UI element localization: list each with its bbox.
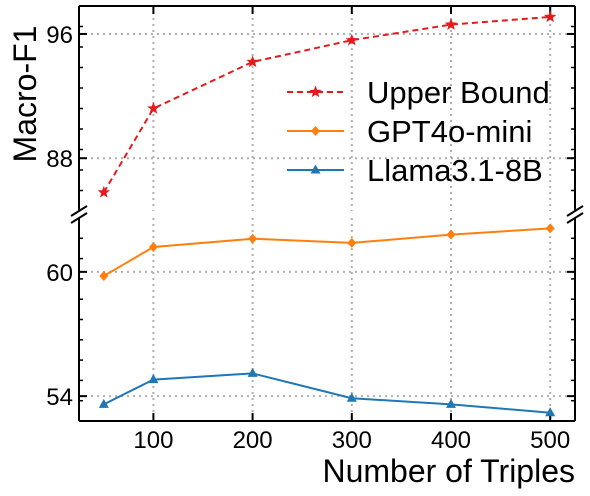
data-point bbox=[248, 233, 258, 244]
legend-marker bbox=[309, 85, 322, 98]
data-point bbox=[446, 229, 456, 240]
legend-label: Llama3.1-8B bbox=[367, 153, 543, 188]
upper-panel: 88 96 bbox=[46, 5, 576, 211]
data-point bbox=[346, 392, 357, 402]
x-tick-label: 300 bbox=[332, 427, 372, 454]
series-line bbox=[102, 15, 551, 193]
legend-entry: GPT4o-mini bbox=[287, 114, 532, 149]
series-llama3-1-8b bbox=[98, 367, 556, 417]
y-tick-label: 96 bbox=[46, 22, 73, 49]
x-tick-label: 200 bbox=[233, 427, 273, 454]
lower-panel: 54 60 bbox=[46, 218, 576, 422]
x-axis-ticks: 100 200 300 400 500 bbox=[133, 427, 570, 454]
y-axis-label: Macro-F1 bbox=[7, 26, 43, 163]
series-gpt4o-mini bbox=[99, 223, 555, 281]
legend: Upper Bound GPT4o-mini Llama3.1-8B bbox=[287, 75, 550, 188]
series-line bbox=[103, 227, 551, 277]
data-point bbox=[544, 10, 557, 23]
axis-break-mark bbox=[70, 212, 88, 224]
data-point bbox=[148, 242, 158, 252]
axis-break-mark bbox=[566, 205, 584, 217]
data-point bbox=[98, 398, 109, 408]
x-tick-label: 100 bbox=[133, 427, 173, 454]
x-tick-label: 500 bbox=[530, 427, 570, 454]
axis-break-marks bbox=[70, 205, 584, 224]
x-axis-label: Number of Triples bbox=[322, 453, 575, 489]
legend-label: Upper Bound bbox=[367, 75, 550, 110]
y-tick-label: 54 bbox=[46, 384, 73, 411]
data-point bbox=[347, 237, 357, 248]
data-point bbox=[247, 367, 258, 377]
legend-entry: Llama3.1-8B bbox=[287, 153, 543, 188]
data-point bbox=[148, 374, 159, 384]
axis-break-mark bbox=[566, 212, 584, 224]
data-point bbox=[99, 271, 109, 281]
axis-break-mark bbox=[70, 205, 88, 217]
series-upper-bound bbox=[97, 10, 557, 198]
legend-entry: Upper Bound bbox=[287, 75, 550, 110]
legend-marker bbox=[311, 126, 320, 136]
data-point bbox=[444, 18, 458, 30]
y-tick-label: 88 bbox=[46, 146, 73, 173]
data-point bbox=[345, 33, 358, 46]
data-point bbox=[545, 407, 556, 417]
x-tick-label: 400 bbox=[431, 427, 471, 454]
legend-marker bbox=[310, 164, 321, 174]
data-point bbox=[545, 223, 555, 234]
legend-label: GPT4o-mini bbox=[367, 114, 532, 149]
data-point bbox=[147, 102, 160, 114]
series-layer bbox=[97, 10, 557, 417]
data-point bbox=[446, 398, 456, 408]
series-line bbox=[103, 372, 551, 414]
y-tick-label: 60 bbox=[46, 260, 73, 287]
data-point bbox=[97, 185, 110, 198]
data-point bbox=[246, 55, 259, 68]
